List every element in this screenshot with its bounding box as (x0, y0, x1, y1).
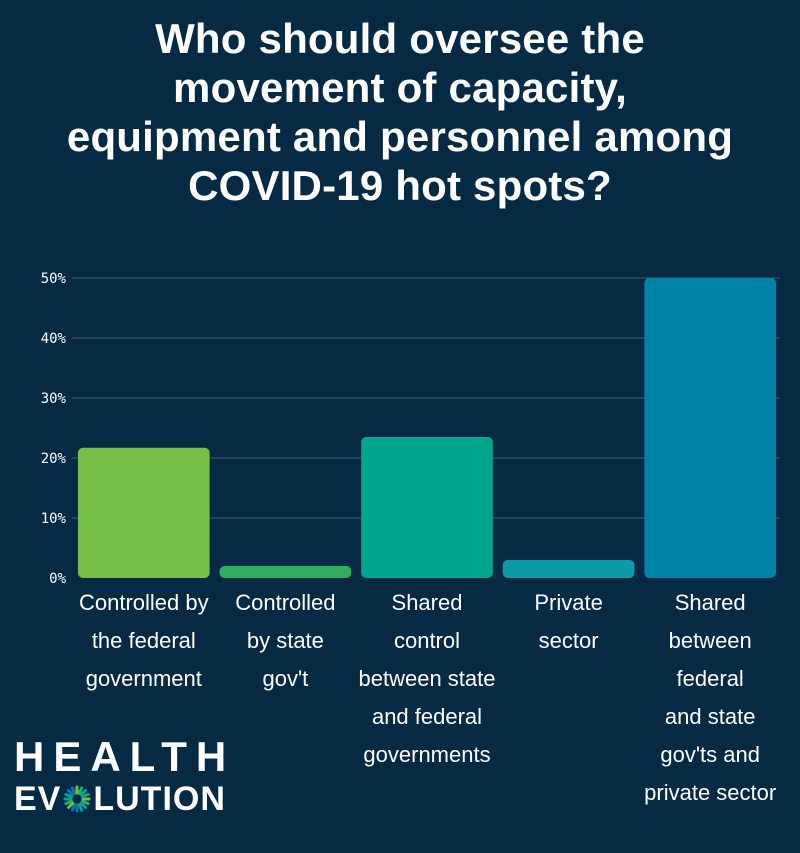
bars (77, 278, 777, 578)
x-tick-label: Shared control between state and federal… (358, 590, 496, 767)
sunburst-ray (78, 803, 84, 812)
bar (361, 437, 493, 578)
sunburst-ray (81, 792, 90, 799)
bar (219, 566, 352, 578)
sunburst-ray (80, 801, 88, 809)
x-tick-label: Shared between federal and state gov'ts … (644, 590, 777, 805)
sunburst-ray (78, 786, 84, 795)
y-tick-label: 40% (41, 331, 67, 347)
logo-line-2: EV LUTION (14, 779, 235, 819)
sunburst-ray (64, 792, 74, 799)
y-tick-label: 50% (41, 271, 67, 287)
sunburst-ray (64, 799, 74, 806)
y-tick-label: 20% (41, 451, 67, 467)
x-tick-label: Controlled by state gov't (235, 590, 336, 691)
logo-line-2b: LUTION (93, 780, 226, 818)
health-evolution-logo: HEALTH EV LUTION (14, 735, 235, 819)
chart-title: Who should oversee the movement of capac… (66, 15, 734, 209)
y-tick-label: 10% (41, 511, 67, 527)
sunburst-ray (67, 801, 75, 809)
logo-line-2a: EV (14, 780, 62, 818)
bar (644, 278, 777, 578)
sunburst-ray (80, 789, 88, 797)
sunburst-ray (71, 803, 77, 812)
bar (502, 560, 635, 578)
logo-line-1: HEALTH (14, 733, 236, 780)
sunburst-ray (81, 799, 90, 806)
y-tick-label: 0% (49, 571, 66, 587)
sunburst-ray (71, 786, 77, 795)
x-tick-label: Private sector (534, 590, 603, 653)
logo-sunburst-icon (63, 785, 91, 813)
x-tick-label: Controlled by the federal government (78, 590, 209, 691)
y-tick-label: 30% (41, 391, 67, 407)
y-axis-ticks: 0% 10% 20% 30% 40% 50% (41, 271, 67, 587)
bar (77, 447, 210, 578)
sunburst-ray (67, 789, 75, 797)
